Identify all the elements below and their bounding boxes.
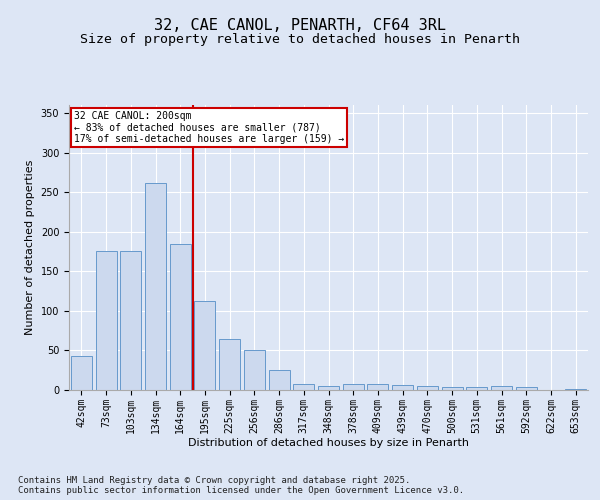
Bar	[219, 340, 240, 390]
Bar	[343, 384, 364, 390]
Bar	[466, 387, 487, 390]
Bar	[95, 252, 116, 390]
Bar	[442, 387, 463, 390]
Bar	[244, 350, 265, 390]
Bar	[417, 386, 438, 390]
Bar	[318, 386, 339, 390]
X-axis label: Distribution of detached houses by size in Penarth: Distribution of detached houses by size …	[188, 438, 469, 448]
Text: 32 CAE CANOL: 200sqm
← 83% of detached houses are smaller (787)
17% of semi-deta: 32 CAE CANOL: 200sqm ← 83% of detached h…	[74, 110, 344, 144]
Bar	[145, 182, 166, 390]
Bar	[269, 370, 290, 390]
Y-axis label: Number of detached properties: Number of detached properties	[25, 160, 35, 335]
Bar	[194, 300, 215, 390]
Bar	[71, 356, 92, 390]
Bar	[367, 384, 388, 390]
Bar	[120, 252, 141, 390]
Bar	[170, 244, 191, 390]
Text: 32, CAE CANOL, PENARTH, CF64 3RL: 32, CAE CANOL, PENARTH, CF64 3RL	[154, 18, 446, 32]
Bar	[516, 387, 537, 390]
Bar	[491, 386, 512, 390]
Bar	[392, 385, 413, 390]
Bar	[293, 384, 314, 390]
Text: Contains HM Land Registry data © Crown copyright and database right 2025.
Contai: Contains HM Land Registry data © Crown c…	[18, 476, 464, 495]
Bar	[565, 389, 586, 390]
Text: Size of property relative to detached houses in Penarth: Size of property relative to detached ho…	[80, 32, 520, 46]
